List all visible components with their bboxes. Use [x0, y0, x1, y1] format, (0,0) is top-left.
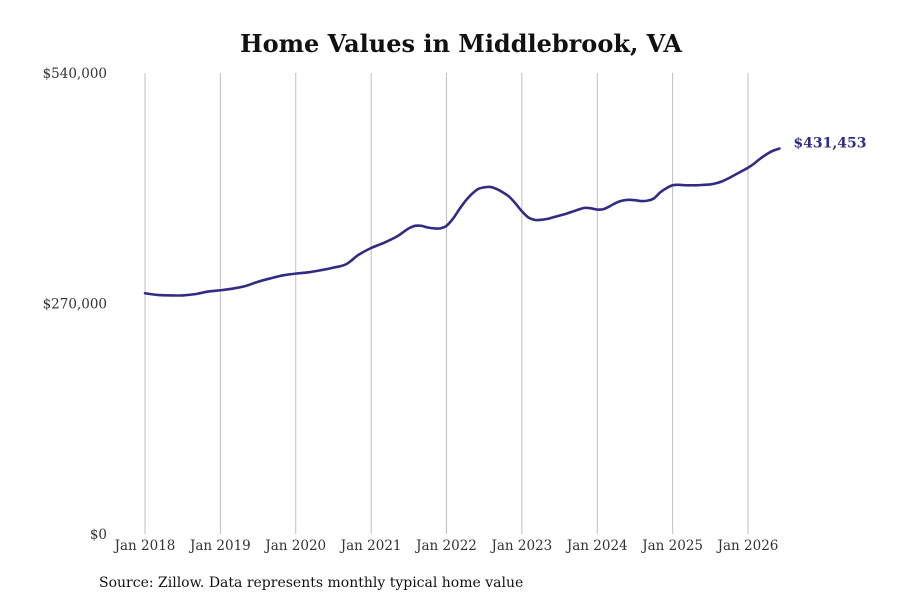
- x-tick-label: Jan 2019: [188, 538, 251, 554]
- y-axis-ticks: $0 $270,000 $540,000: [43, 66, 107, 543]
- x-axis-ticks: Jan 2018 Jan 2019 Jan 2020 Jan 2021 Jan 2022…: [113, 538, 779, 554]
- x-tick-label: Jan 2021: [339, 538, 402, 554]
- series-end-value-label: $431,453: [793, 136, 866, 152]
- series-layer: $431,453: [143, 136, 866, 297]
- y-tick-label: $270,000: [43, 297, 107, 313]
- x-tick-label: Jan 2026: [716, 538, 779, 554]
- x-tick-label: Jan 2020: [263, 538, 326, 554]
- x-tick-label: Jan 2018: [113, 538, 176, 554]
- series-line-0: [143, 147, 781, 297]
- x-tick-label: Jan 2024: [565, 538, 628, 554]
- y-tick-label: $540,000: [43, 66, 107, 82]
- x-tick-label: Jan 2023: [489, 538, 552, 554]
- chart-title: Home Values in Middlebrook, VA: [240, 29, 682, 58]
- gridlines: [144, 73, 749, 534]
- x-tick-label: Jan 2022: [414, 538, 477, 554]
- x-tick-label: Jan 2025: [640, 538, 703, 554]
- source-note: Source: Zillow. Data represents monthly …: [99, 575, 523, 591]
- y-tick-label: $0: [90, 527, 107, 543]
